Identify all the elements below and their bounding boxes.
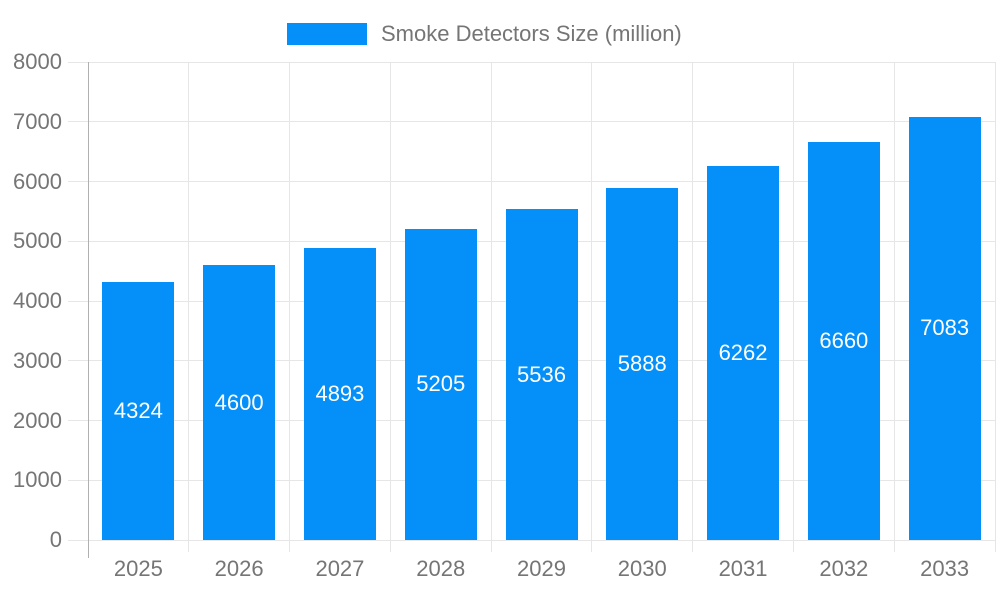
- bar-value-label: 5205: [416, 371, 466, 397]
- v-gridline: [490, 62, 492, 552]
- legend-label: Smoke Detectors Size (million): [381, 21, 682, 46]
- x-tick-label: 2025: [113, 556, 163, 581]
- bar-value-label: 4600: [214, 389, 264, 415]
- y-axis-line: [87, 62, 89, 558]
- bar[interactable]: 4600: [203, 265, 276, 540]
- bar[interactable]: 5536: [505, 209, 578, 540]
- x-tick-label: 2028: [416, 556, 466, 581]
- bar[interactable]: 4893: [303, 247, 376, 540]
- y-tick-label: 5000: [13, 228, 62, 254]
- y-tick-label: 1000: [13, 467, 62, 493]
- legend-swatch-icon: [287, 23, 367, 45]
- y-tick-label: 0: [49, 527, 62, 552]
- bar-value-label: 5888: [617, 351, 667, 377]
- y-tick-label: 4000: [13, 288, 62, 313]
- bar[interactable]: 4324: [102, 281, 175, 540]
- x-tick-label: 2029: [517, 556, 566, 581]
- h-gridline: [68, 61, 995, 63]
- bar-value-label: 6660: [819, 328, 869, 354]
- bar[interactable]: 7083: [908, 116, 981, 540]
- h-gridline: [68, 121, 995, 123]
- y-tick-label: 6000: [13, 168, 62, 194]
- x-tick-label: 2033: [920, 556, 970, 581]
- v-gridline: [994, 62, 996, 552]
- v-gridline: [591, 62, 593, 552]
- bar[interactable]: 6660: [807, 142, 880, 540]
- bar-value-label: 4324: [113, 397, 163, 423]
- legend-item[interactable]: Smoke Detectors Size (million): [287, 21, 682, 47]
- v-gridline: [188, 62, 190, 552]
- y-tick-label: 3000: [13, 347, 62, 373]
- x-tick-label: 2032: [819, 556, 869, 581]
- bar[interactable]: 5205: [404, 229, 477, 540]
- bar-value-label: 5536: [517, 361, 566, 387]
- h-gridline: [68, 181, 995, 182]
- x-tick-label: 2031: [718, 556, 768, 581]
- v-gridline: [389, 62, 391, 552]
- v-gridline: [893, 62, 895, 552]
- v-gridline: [792, 62, 794, 552]
- v-gridline: [692, 62, 694, 552]
- bar-value-label: 6262: [718, 339, 768, 365]
- bar[interactable]: 5888: [606, 188, 679, 540]
- y-tick-label: 2000: [13, 407, 62, 433]
- y-tick-label: 8000: [13, 49, 62, 74]
- x-tick-label: 2026: [214, 556, 264, 581]
- x-tick-label: 2027: [315, 556, 365, 581]
- h-gridline: [68, 539, 995, 541]
- y-tick-label: 7000: [13, 108, 62, 134]
- bar-value-label: 7083: [920, 315, 970, 341]
- v-gridline: [289, 62, 291, 552]
- bar-value-label: 4893: [315, 380, 365, 406]
- bar[interactable]: 6262: [707, 165, 780, 540]
- x-tick-label: 2030: [617, 556, 667, 581]
